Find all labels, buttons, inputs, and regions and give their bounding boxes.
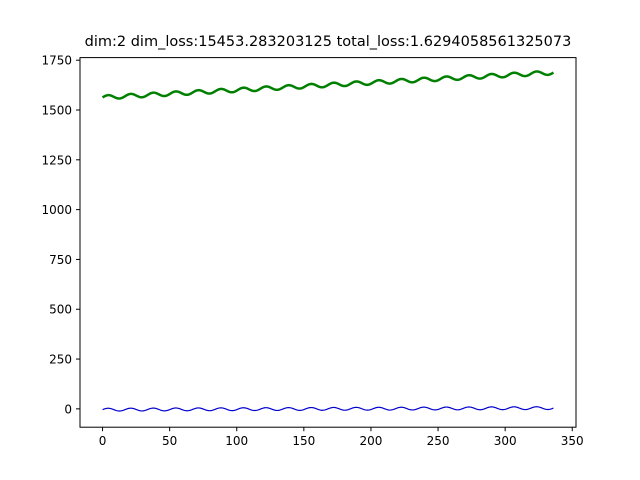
x-tick-label: 250 bbox=[427, 434, 450, 448]
x-tick-label: 300 bbox=[494, 434, 517, 448]
y-tick-label: 750 bbox=[49, 253, 72, 267]
x-tick-label: 50 bbox=[162, 434, 177, 448]
y-tick-label: 500 bbox=[49, 303, 72, 317]
y-tick-label: 1750 bbox=[41, 54, 72, 68]
y-tick-label: 1500 bbox=[41, 104, 72, 118]
y-tick-label: 1250 bbox=[41, 153, 72, 167]
x-tick-label: 0 bbox=[99, 434, 107, 448]
x-tick-label: 350 bbox=[561, 434, 584, 448]
plot-frame bbox=[79, 57, 577, 428]
x-tick-label: 100 bbox=[225, 434, 248, 448]
x-tick-label: 150 bbox=[292, 434, 315, 448]
series-line-1 bbox=[102, 406, 554, 412]
chart-title: dim:2 dim_loss:15453.283203125 total_los… bbox=[84, 34, 572, 50]
y-tick-label: 1000 bbox=[41, 203, 72, 217]
series-line-0 bbox=[101, 70, 555, 100]
y-tick-label: 0 bbox=[64, 402, 72, 416]
x-tick-label: 200 bbox=[359, 434, 382, 448]
y-tick-label: 250 bbox=[49, 353, 72, 367]
